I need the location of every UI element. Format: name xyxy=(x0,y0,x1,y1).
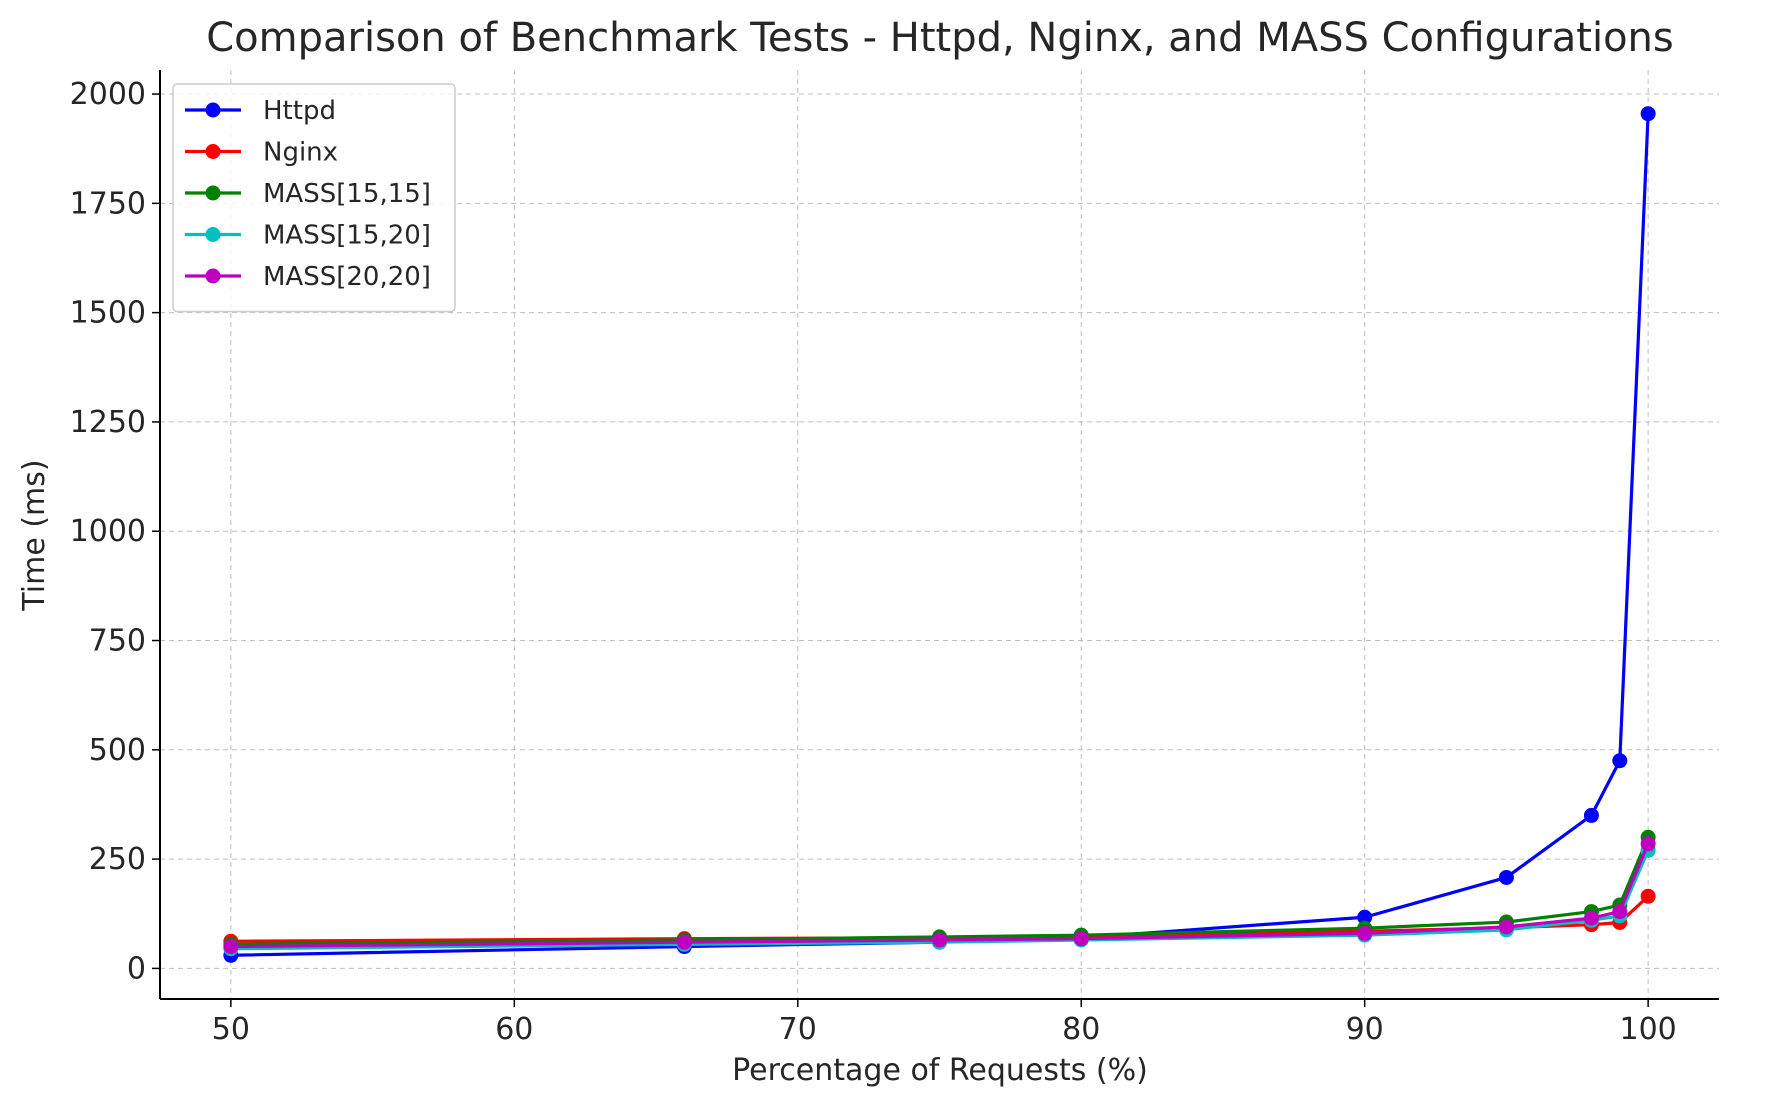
y-axis-label: Time (ms) xyxy=(17,459,52,611)
y-tick-label: 1000 xyxy=(70,514,146,549)
legend-item-httpd: Httpd xyxy=(185,96,336,126)
legend-label-mass-20-20: MASS[20,20] xyxy=(263,262,431,292)
grid-layer xyxy=(160,70,1719,999)
axes-layer: 50 60 70 80 90 100025050075010001250150017502… xyxy=(70,70,1719,1047)
y-tick-label: 1750 xyxy=(70,186,146,221)
data-point-nginx xyxy=(1640,888,1656,904)
data-point-mass-20-20 xyxy=(1073,931,1089,947)
data-point-httpd xyxy=(1498,869,1514,885)
series-mass-20-20 xyxy=(223,836,1656,955)
legend-box xyxy=(172,83,456,313)
legend-label-nginx: Nginx xyxy=(263,138,338,168)
chart-title: Comparison of Benchmark Tests - Httpd, N… xyxy=(206,15,1673,61)
legend-label-httpd: Httpd xyxy=(263,96,336,126)
legend-marker-mass-15-15 xyxy=(205,185,221,201)
data-point-mass-20-20 xyxy=(223,939,239,955)
y-tick-label: 500 xyxy=(89,733,146,768)
y-tick-label: 1250 xyxy=(70,405,146,440)
y-tick-label: 250 xyxy=(89,842,146,877)
legend: Httpd Nginx MASS[15,15] MASS[15,20] MASS[20,… xyxy=(172,83,456,313)
legend-marker-nginx xyxy=(205,144,221,159)
x-tick-label: 80 xyxy=(1062,1012,1100,1047)
data-point-httpd xyxy=(1640,106,1656,122)
data-point-httpd xyxy=(1583,807,1599,823)
y-tick-label: 1500 xyxy=(70,296,146,331)
y-tick-label: 750 xyxy=(89,624,146,659)
data-point-mass-20-20 xyxy=(1640,836,1656,852)
data-point-mass-20-20 xyxy=(1583,910,1599,926)
y-tick-label: 0 xyxy=(127,951,146,986)
data-point-httpd xyxy=(1357,909,1373,925)
legend-marker-mass-15-20 xyxy=(205,227,221,242)
x-tick-label: 70 xyxy=(779,1012,817,1047)
data-point-mass-20-20 xyxy=(1612,904,1628,920)
series-layer xyxy=(223,106,1656,963)
legend-item-mass-15-20: MASS[15,20] xyxy=(185,221,431,251)
legend-item-nginx: Nginx xyxy=(185,138,338,168)
data-point-mass-20-20 xyxy=(1357,925,1373,941)
x-tick-label: 100 xyxy=(1620,1012,1677,1047)
legend-label-mass-15-15: MASS[15,15] xyxy=(263,179,431,209)
data-point-mass-20-20 xyxy=(676,934,692,950)
legend-item-mass-15-15: MASS[15,15] xyxy=(185,179,431,209)
data-point-mass-20-20 xyxy=(1498,919,1514,935)
x-tick-label: 50 xyxy=(212,1012,250,1047)
legend-marker-httpd xyxy=(205,102,221,118)
x-tick-label: 90 xyxy=(1346,1012,1384,1047)
x-axis-label: Percentage of Requests (%) xyxy=(732,1053,1148,1088)
legend-label-mass-15-20: MASS[15,20] xyxy=(263,221,431,251)
data-point-mass-20-20 xyxy=(932,932,947,948)
x-tick-label: 60 xyxy=(495,1012,533,1047)
legend-item-mass-20-20: MASS[20,20] xyxy=(185,262,431,292)
legend-marker-mass-20-20 xyxy=(205,268,221,284)
data-point-httpd xyxy=(1612,753,1628,769)
y-tick-label: 2000 xyxy=(70,77,146,112)
